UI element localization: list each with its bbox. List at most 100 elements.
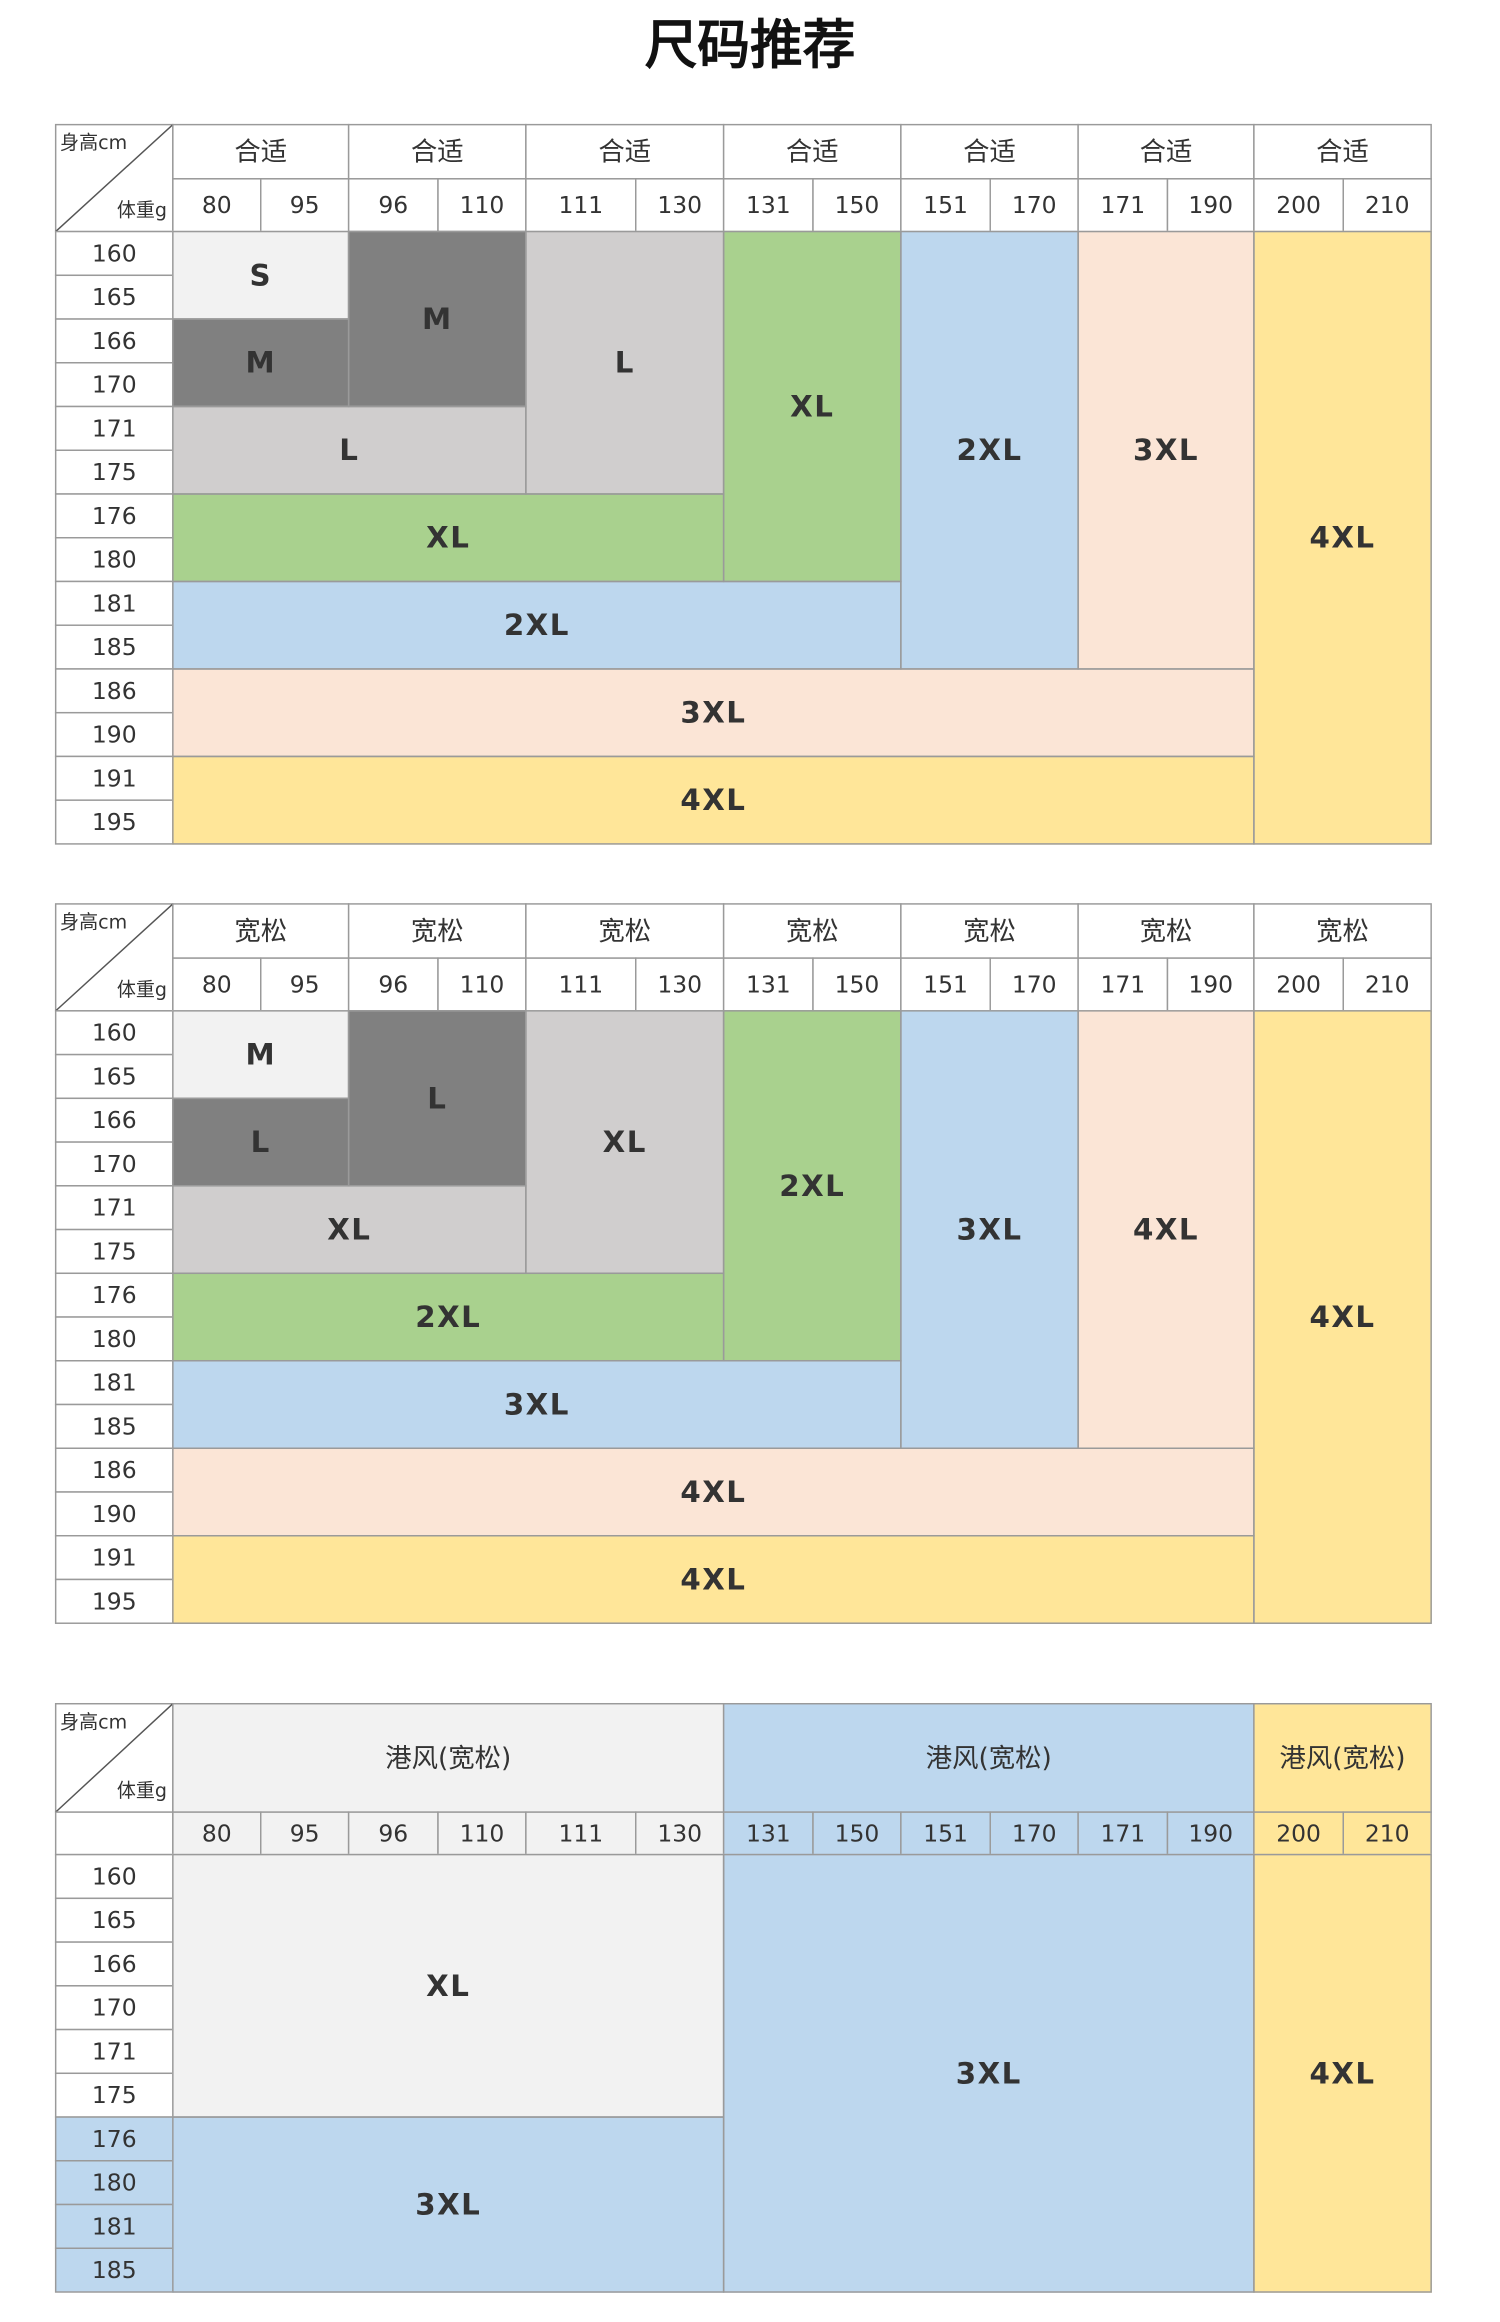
weight-cell <box>347 178 439 233</box>
size-block-border <box>1253 230 1432 845</box>
size-block <box>1077 1010 1255 1449</box>
size-block-border <box>172 755 1255 845</box>
height-cell <box>54 711 174 758</box>
size-label: L <box>615 346 635 380</box>
size-block <box>172 580 902 670</box>
size-label: 4XL <box>1310 1300 1376 1334</box>
height-label: 190 <box>92 1500 137 1528</box>
group-header <box>172 903 350 959</box>
size-block-border <box>1253 1010 1432 1624</box>
height-label: 185 <box>92 2256 137 2284</box>
size-block <box>722 230 902 583</box>
weight-label: 110 <box>460 191 505 219</box>
size-block <box>172 668 1255 758</box>
corner-weight-label: 体重g <box>117 1780 167 1802</box>
height-label: 181 <box>92 1369 137 1397</box>
weight-cell <box>635 178 725 233</box>
group-label: 宽松 <box>1316 917 1369 947</box>
height-cell <box>54 274 174 320</box>
size-block <box>525 1010 725 1275</box>
height-label: 165 <box>92 1906 137 1934</box>
height-cell <box>54 2116 174 2162</box>
weight-label: 95 <box>290 1819 320 1847</box>
height-label: 166 <box>92 1950 137 1978</box>
height-label: 186 <box>92 1456 137 1484</box>
group-label: 合适 <box>1140 138 1193 168</box>
size-label: 3XL <box>504 1387 570 1421</box>
weight-cell <box>260 1811 350 1856</box>
group-header <box>347 123 527 180</box>
size-label: XL <box>790 389 834 423</box>
weight-label: 95 <box>290 191 320 219</box>
height-label: 180 <box>92 2169 137 2197</box>
size-block <box>1253 1010 1432 1624</box>
size-label: XL <box>426 521 470 555</box>
size-block <box>1253 1853 1432 2293</box>
size-label: 3XL <box>680 696 746 730</box>
size-block <box>172 1010 350 1100</box>
height-label: 160 <box>92 239 137 267</box>
weight-label: 190 <box>1188 191 1233 219</box>
height-cell <box>54 2072 174 2118</box>
size-block-border <box>1253 1853 1432 2293</box>
size-block <box>172 405 527 495</box>
size-block <box>1253 230 1432 845</box>
size-label: 4XL <box>1133 1213 1199 1247</box>
group-label: 合适 <box>598 138 651 168</box>
height-label: 171 <box>92 2037 137 2065</box>
group-header <box>900 123 1079 180</box>
group-label: 宽松 <box>234 917 287 947</box>
size-block-border <box>172 1535 1255 1624</box>
height-label: 185 <box>92 633 137 661</box>
size-label: 3XL <box>956 1213 1022 1247</box>
weight-cell <box>525 1811 637 1856</box>
weight-label: 110 <box>460 970 505 998</box>
corner-height-label: 身高cm <box>60 911 127 933</box>
height-label: 176 <box>92 1281 137 1309</box>
weight-label: 150 <box>835 970 880 998</box>
weight-label: 131 <box>746 191 791 219</box>
size-block-border <box>172 2116 725 2293</box>
weight-label: 130 <box>657 191 702 219</box>
height-cell <box>54 362 174 408</box>
weight-label: 190 <box>1188 1819 1233 1847</box>
weight-label: 151 <box>923 191 968 219</box>
size-block <box>172 1535 1255 1624</box>
weight-cell <box>260 178 350 233</box>
height-cell <box>54 1360 174 1406</box>
weight-label: 96 <box>378 191 408 219</box>
weight-cell <box>1166 957 1255 1012</box>
height-cell <box>54 2160 174 2206</box>
weight-label: 200 <box>1276 1819 1321 1847</box>
height-label: 166 <box>92 327 137 355</box>
group-header <box>1253 903 1432 959</box>
size-block <box>722 1853 1255 2293</box>
size-block <box>172 1853 725 2118</box>
group-label: 港风(宽松) <box>926 1744 1052 1774</box>
height-cell <box>54 755 174 801</box>
weight-label: 131 <box>746 1819 791 1847</box>
corner-height-label: 身高cm <box>60 132 127 154</box>
size-block <box>1077 230 1255 670</box>
height-cell <box>54 1447 174 1493</box>
height-cell <box>54 1185 174 1231</box>
size-label: XL <box>426 1969 470 2003</box>
weight-cell <box>1077 957 1169 1012</box>
height-label: 190 <box>92 721 137 749</box>
weight-cell <box>1077 1811 1169 1856</box>
weight-cell <box>1342 957 1432 1012</box>
height-cell <box>54 1941 174 1987</box>
weight-cell <box>1166 178 1255 233</box>
weight-label: 150 <box>835 191 880 219</box>
height-label: 175 <box>92 458 137 486</box>
size-label: 2XL <box>956 433 1022 467</box>
corner-height-label: 身高cm <box>60 1711 127 1733</box>
weight-label: 130 <box>657 1819 702 1847</box>
weight-label: 110 <box>460 1819 505 1847</box>
group-label: 宽松 <box>1140 917 1193 947</box>
height-label: 170 <box>92 371 137 399</box>
weight-label: 170 <box>1012 970 1057 998</box>
size-label: L <box>339 433 359 467</box>
size-label: 3XL <box>415 2187 481 2221</box>
height-cell <box>54 1535 174 1581</box>
